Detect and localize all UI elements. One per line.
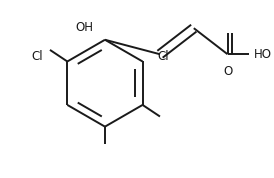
Text: OH: OH: [76, 21, 94, 34]
Text: HO: HO: [254, 48, 272, 61]
Text: Cl: Cl: [157, 50, 169, 63]
Text: Cl: Cl: [32, 50, 43, 63]
Text: O: O: [223, 65, 232, 78]
